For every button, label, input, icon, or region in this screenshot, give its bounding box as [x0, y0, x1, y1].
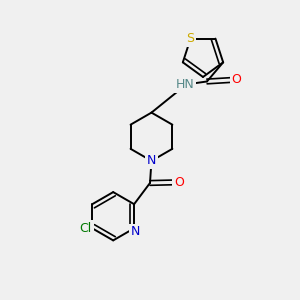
Text: HN: HN — [176, 78, 194, 91]
Text: N: N — [131, 225, 140, 239]
Text: S: S — [187, 32, 194, 45]
Text: Cl: Cl — [80, 222, 92, 235]
Text: O: O — [174, 176, 184, 189]
Text: N: N — [147, 154, 156, 167]
Text: O: O — [232, 74, 241, 86]
